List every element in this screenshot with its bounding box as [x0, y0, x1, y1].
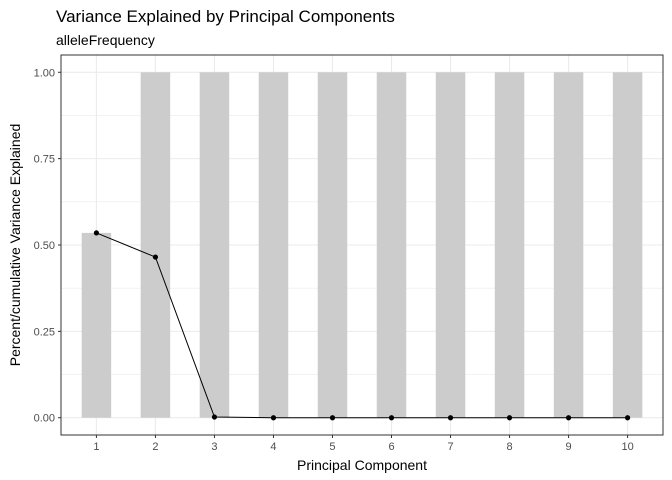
variance-point-pc-10: [624, 415, 631, 421]
bar-pc-4: [258, 72, 289, 418]
variance-point-pc-1: [93, 230, 100, 236]
x-tick-label: 9: [566, 441, 572, 453]
variance-point-pc-4: [270, 415, 277, 421]
x-tick-label: 7: [447, 441, 453, 453]
y-tick-label: 1.00: [34, 67, 55, 79]
y-tick-label: 0.50: [34, 240, 55, 252]
chart-title: Variance Explained by Principal Componen…: [56, 7, 395, 26]
bar-pc-3: [199, 72, 230, 418]
variance-point-pc-6: [388, 415, 395, 421]
variance-line-path: [96, 232, 628, 419]
x-tick-label: 8: [506, 441, 512, 453]
y-tick-label: 0.00: [34, 413, 55, 425]
bar-pc-6: [376, 72, 407, 418]
y-tick-label: 0.25: [34, 326, 55, 338]
x-tick-label: 5: [329, 441, 335, 453]
bar-pc-1: [81, 232, 112, 418]
bar-pc-10: [612, 72, 643, 418]
x-tick-label: 1: [93, 441, 99, 453]
x-tick-label: 3: [211, 441, 217, 453]
bar-pc-9: [553, 72, 584, 418]
bars: [81, 72, 643, 418]
x-tick-label: 2: [152, 441, 158, 453]
variance-point-pc-3: [211, 414, 218, 420]
variance-line: [93, 230, 631, 421]
variance-point-pc-8: [506, 415, 513, 421]
chart-subtitle: alleleFrequency: [56, 32, 155, 48]
bar-pc-8: [494, 72, 525, 418]
x-axis-title: Principal Component: [297, 457, 427, 473]
x-tick-label: 6: [388, 441, 394, 453]
variance-point-pc-9: [565, 415, 572, 421]
bar-pc-7: [435, 72, 466, 418]
axes: 0.00 0.25 0.50 0.75 1.00 1 2 3 4 5 6 7 8 9 10: [34, 67, 634, 453]
x-tick-label: 10: [621, 441, 633, 453]
bar-pc-2: [140, 72, 171, 418]
bar-pc-5: [317, 72, 348, 418]
x-tick-label: 4: [270, 441, 276, 453]
variance-point-pc-2: [152, 254, 159, 260]
y-tick-label: 0.75: [34, 154, 55, 166]
y-axis-title: Percent/cumulative Variance Explained: [7, 124, 23, 367]
variance-point-pc-7: [447, 415, 454, 421]
variance-point-pc-5: [329, 415, 336, 421]
